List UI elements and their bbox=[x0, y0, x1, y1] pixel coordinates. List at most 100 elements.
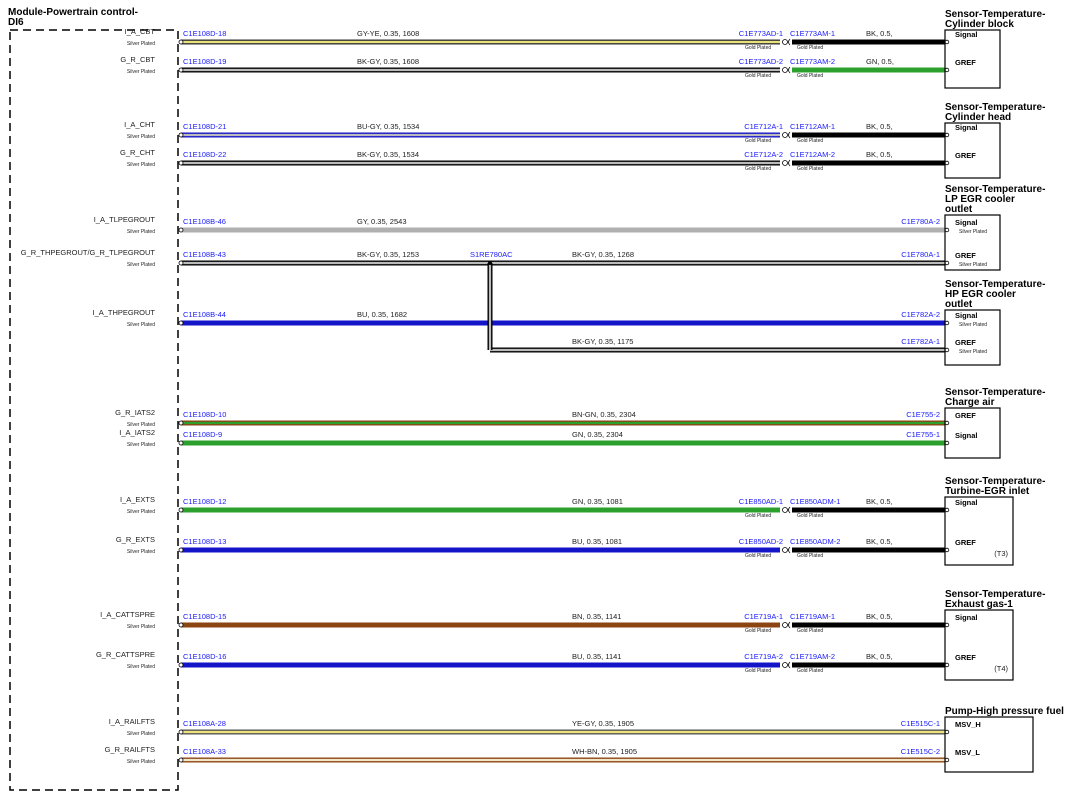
splice-label: S1RE780AC bbox=[470, 250, 513, 259]
component-pin: GREF bbox=[955, 58, 976, 67]
wire-start-label: C1E108B-43 bbox=[183, 250, 226, 259]
inline-from-plating: Gold Plated bbox=[745, 73, 771, 79]
wire-spec: GN, 0.35, 1081 bbox=[572, 497, 623, 506]
wire-spec: GY, 0.35, 2543 bbox=[357, 217, 407, 226]
inline-to-plating: Gold Plated bbox=[797, 553, 823, 559]
component-pin: GREF bbox=[955, 151, 976, 160]
pin-terminal bbox=[944, 347, 950, 353]
inline-to-plating: Gold Plated bbox=[797, 668, 823, 674]
wire-spec: BK-GY, 0.35, 1175 bbox=[572, 337, 633, 346]
connector bbox=[782, 132, 788, 138]
wire-end-label: C1E515C-1 bbox=[901, 719, 940, 728]
wire-end-label: C1E515C-2 bbox=[901, 747, 940, 756]
component-title: Sensor-Temperature- bbox=[945, 589, 1045, 600]
pin-terminal bbox=[944, 507, 950, 513]
module-title: Module-Powertrain control- bbox=[8, 7, 138, 18]
component-title: Sensor-Temperature- bbox=[945, 102, 1045, 113]
wire-spec: BU, 0.35, 1682 bbox=[357, 310, 407, 319]
module-title: DI6 bbox=[8, 17, 24, 28]
component-title: Sensor-Temperature- bbox=[945, 279, 1045, 290]
inline-spec: BK, 0.5, bbox=[866, 29, 893, 38]
inline-from-plating: Gold Plated bbox=[745, 45, 771, 51]
wire-end-label: C1E782A-1 bbox=[901, 337, 940, 346]
pin-name: I_A_EXTS bbox=[120, 495, 155, 504]
inline-from-plating: Gold Plated bbox=[745, 553, 771, 559]
inline-to-plating: Gold Plated bbox=[797, 73, 823, 79]
connector bbox=[782, 547, 788, 553]
inline-to: C1E773AM-1 bbox=[790, 29, 835, 38]
wire-spec: BN, 0.35, 1141 bbox=[572, 612, 621, 621]
pin-name: G_R_CBT bbox=[120, 55, 155, 64]
inline-from: C1E773AD-2 bbox=[739, 57, 783, 66]
component-title: Sensor-Temperature- bbox=[945, 476, 1045, 487]
wire-spec: WH-BN, 0.35, 1905 bbox=[572, 747, 637, 756]
component-title: Turbine-EGR inlet bbox=[945, 486, 1030, 497]
component-box bbox=[944, 609, 1014, 681]
wire-end-label: C1E782A-2 bbox=[901, 310, 940, 319]
pin-terminal bbox=[944, 67, 950, 73]
component-box bbox=[944, 29, 1001, 89]
connector bbox=[788, 506, 791, 514]
wire-spec: BU-GY, 0.35, 1534 bbox=[357, 122, 419, 131]
pin-plating: Silver Plated bbox=[127, 69, 155, 75]
wire-start-label: C1E108D-16 bbox=[183, 652, 226, 661]
wire-spec: GY-YE, 0.35, 1608 bbox=[357, 29, 419, 38]
pin-terminal bbox=[944, 227, 950, 233]
inline-to-plating: Gold Plated bbox=[797, 45, 823, 51]
component-title: Sensor-Temperature- bbox=[945, 184, 1045, 195]
inline-to: C1E850ADM-1 bbox=[790, 497, 840, 506]
component-title: outlet bbox=[945, 204, 973, 215]
wire-spec: BK-GY, 0.35, 1608 bbox=[357, 57, 419, 66]
pin-name: G_R_RAILFTS bbox=[105, 745, 155, 754]
pin-terminal bbox=[944, 662, 950, 668]
wire-start-label: C1E108D-13 bbox=[183, 537, 226, 546]
component-note: (T4) bbox=[994, 664, 1008, 673]
pin-terminal bbox=[178, 260, 184, 266]
connector bbox=[788, 159, 791, 167]
component-pin: GREF bbox=[955, 251, 976, 260]
component-box bbox=[944, 407, 1001, 459]
inline-to: C1E719AM-1 bbox=[790, 612, 835, 621]
pin-name: I_A_IATS2 bbox=[119, 428, 155, 437]
pin-name: I_A_CHT bbox=[124, 120, 155, 129]
component-title: Pump-High pressure fuel bbox=[945, 706, 1064, 717]
inline-from: C1E712A-1 bbox=[744, 122, 783, 131]
component-pin: Signal bbox=[955, 311, 978, 320]
component-title: Charge air bbox=[945, 397, 995, 408]
component-box bbox=[944, 716, 1034, 773]
wire-start-label: C1E108D-12 bbox=[183, 497, 226, 506]
wire-spec: BU, 0.35, 1141 bbox=[572, 652, 621, 661]
wire-end-label: C1E755-2 bbox=[906, 410, 940, 419]
pin-plating: Silver Plated bbox=[127, 134, 155, 140]
connector bbox=[788, 131, 791, 139]
inline-from: C1E719A-1 bbox=[744, 612, 783, 621]
pin-name: G_R_CATTSPRE bbox=[96, 650, 155, 659]
pin-plating: Silver Plated bbox=[127, 229, 155, 235]
inline-from-plating: Gold Plated bbox=[745, 513, 771, 519]
pin-terminal bbox=[178, 622, 184, 628]
wire-spec: YE-GY, 0.35, 1905 bbox=[572, 719, 634, 728]
component-pin: Signal bbox=[955, 30, 978, 39]
connector bbox=[788, 66, 791, 74]
component-title: LP EGR cooler bbox=[945, 194, 1015, 205]
connector bbox=[788, 546, 791, 554]
pin-plating: Silver Plated bbox=[127, 549, 155, 555]
pin-terminal bbox=[178, 67, 184, 73]
inline-from: C1E850AD-1 bbox=[739, 497, 783, 506]
wire-start-label: C1E108D-15 bbox=[183, 612, 226, 621]
pin-name: I_A_THPEGROUT bbox=[92, 308, 155, 317]
pin-name: G_R_IATS2 bbox=[115, 408, 155, 417]
component-title: Cylinder head bbox=[945, 112, 1011, 123]
inline-spec: BK, 0.5, bbox=[866, 497, 893, 506]
pin-terminal bbox=[944, 320, 950, 326]
pin-name: I_A_RAILFTS bbox=[109, 717, 155, 726]
component-pin: Signal bbox=[955, 431, 978, 440]
wire-start-label: C1E108A-33 bbox=[183, 747, 226, 756]
pin-terminal bbox=[178, 662, 184, 668]
connector bbox=[782, 160, 788, 166]
module-box bbox=[9, 29, 179, 791]
component-title: HP EGR cooler bbox=[945, 289, 1016, 300]
component-pin-plating: Silver Plated bbox=[959, 349, 987, 355]
wire-spec: BN-GN, 0.35, 2304 bbox=[572, 410, 636, 419]
pin-terminal bbox=[178, 547, 184, 553]
